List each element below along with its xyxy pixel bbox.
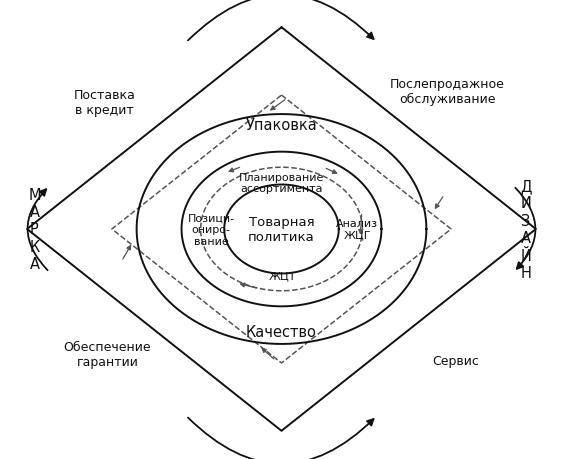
Text: Товарная
политика: Товарная политика xyxy=(248,216,315,243)
Text: Обеспечение
гарантии: Обеспечение гарантии xyxy=(64,341,151,369)
Text: Упаковка: Упаковка xyxy=(245,118,318,133)
Text: М
А
Р
К
А: М А Р К А xyxy=(28,187,41,272)
Text: ЖЦТ: ЖЦТ xyxy=(269,271,296,281)
Text: Качество: Качество xyxy=(246,324,317,339)
Text: Д
И
З
А
Й
Н: Д И З А Й Н xyxy=(520,179,531,280)
Text: Планирование
ассортимента: Планирование ассортимента xyxy=(239,172,324,194)
Text: Позици-
ониро-
вание: Позици- ониро- вание xyxy=(187,213,235,246)
Text: Сервис: Сервис xyxy=(432,354,479,368)
Text: Анализ
ЖЦГ: Анализ ЖЦГ xyxy=(336,219,378,240)
Text: Послепродажное
обслуживание: Послепродажное обслуживание xyxy=(390,78,504,106)
Text: Поставка
в кредит: Поставка в кредит xyxy=(74,88,136,116)
